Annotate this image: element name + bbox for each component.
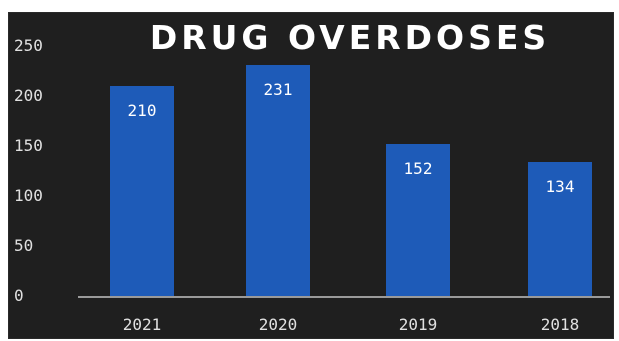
y-tick-label: 50 <box>14 236 33 255</box>
x-tick-label: 2020 <box>259 315 298 334</box>
y-tick-label: 150 <box>14 136 43 155</box>
y-tick-label: 250 <box>14 36 43 55</box>
data-label: 134 <box>546 177 575 196</box>
data-label: 210 <box>128 101 157 120</box>
data-label: 231 <box>264 80 293 99</box>
y-tick-label: 100 <box>14 186 43 205</box>
bar <box>386 144 450 296</box>
chart-panel <box>8 12 614 339</box>
y-tick-label: 0 <box>14 286 24 305</box>
x-tick-label: 2018 <box>541 315 580 334</box>
bar <box>246 65 310 296</box>
bar <box>110 86 174 296</box>
data-label: 152 <box>404 159 433 178</box>
chart-title: DRUG OVERDOSES <box>149 18 551 57</box>
x-tick-label: 2021 <box>123 315 162 334</box>
y-tick-label: 200 <box>14 86 43 105</box>
x-tick-label: 2019 <box>399 315 438 334</box>
bar <box>528 162 592 296</box>
